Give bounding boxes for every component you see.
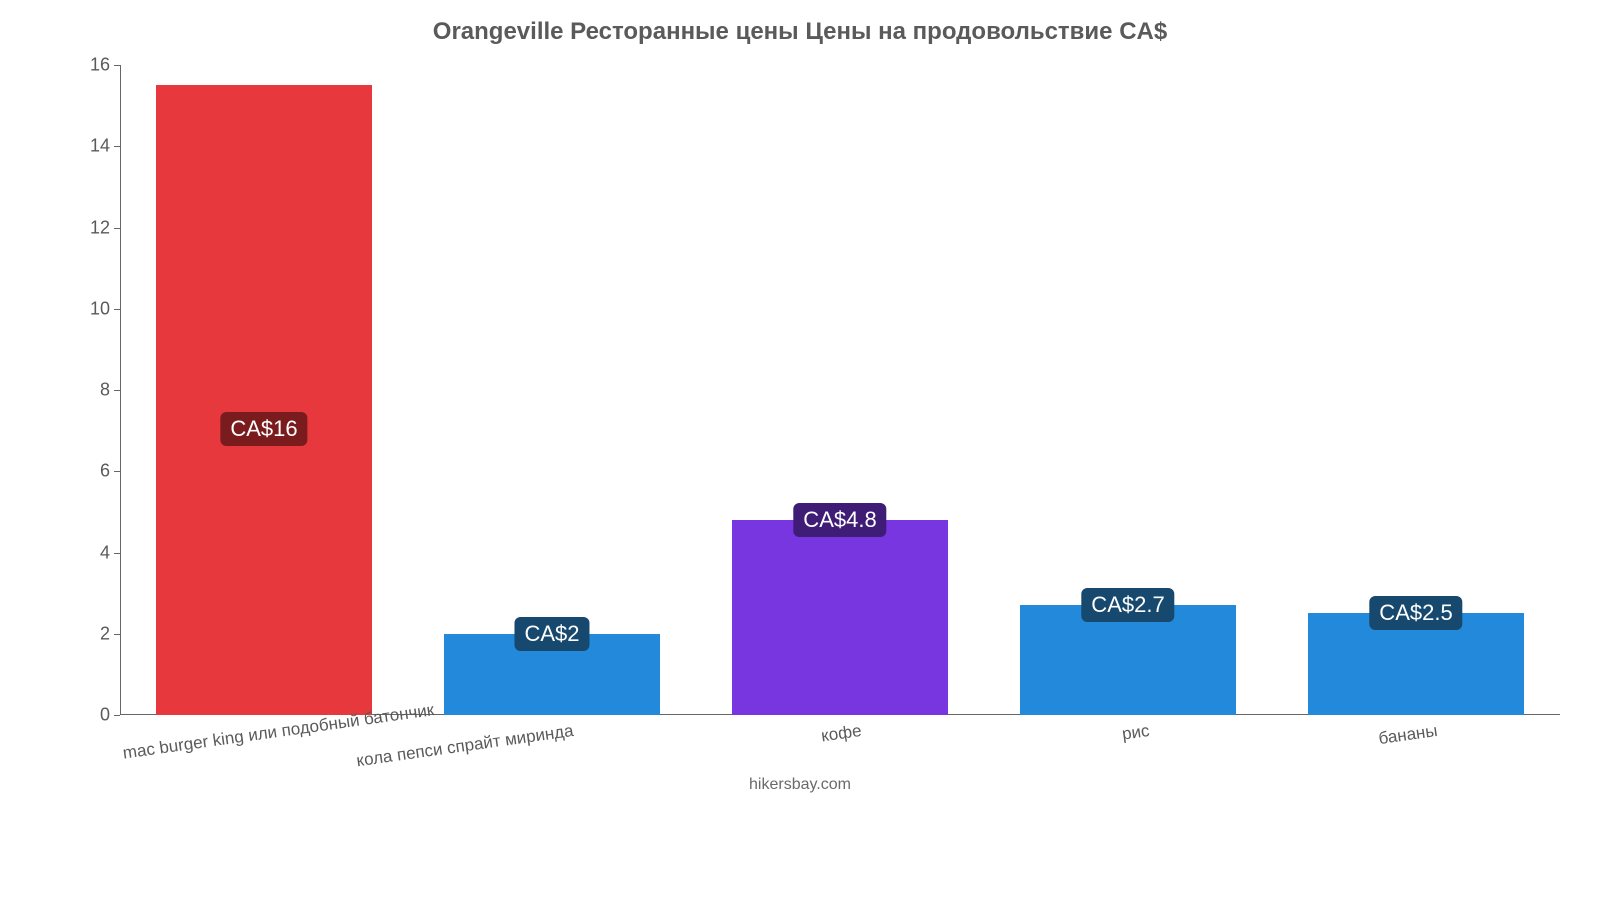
bar xyxy=(156,85,372,715)
value-badge: CA$4.8 xyxy=(793,503,886,537)
y-tick xyxy=(114,65,120,66)
value-badge: CA$16 xyxy=(220,412,307,446)
value-badge: CA$2 xyxy=(514,617,589,651)
y-tick-label: 16 xyxy=(90,55,110,76)
bar xyxy=(732,520,948,715)
y-tick xyxy=(114,553,120,554)
y-tick xyxy=(114,715,120,716)
y-tick xyxy=(114,228,120,229)
y-tick xyxy=(114,634,120,635)
y-tick-label: 14 xyxy=(90,136,110,157)
y-tick-label: 0 xyxy=(100,705,110,726)
value-badge: CA$2.5 xyxy=(1369,596,1462,630)
plot-area: 0246810121416 CA$16CA$2CA$4.8CA$2.7CA$2.… xyxy=(120,65,1560,715)
y-axis xyxy=(120,65,121,715)
chart-container: Orangeville Ресторанные цены Цены на про… xyxy=(0,0,1600,800)
x-tick-label: mac burger king или подобный батончик xyxy=(122,721,287,764)
y-tick-label: 8 xyxy=(100,380,110,401)
value-badge: CA$2.7 xyxy=(1081,588,1174,622)
y-tick xyxy=(114,309,120,310)
attribution-text: hikersbay.com xyxy=(749,776,851,794)
y-tick-label: 6 xyxy=(100,461,110,482)
y-tick-label: 4 xyxy=(100,542,110,563)
y-tick xyxy=(114,390,120,391)
y-tick-label: 2 xyxy=(100,623,110,644)
chart-title: Orangeville Ресторанные цены Цены на про… xyxy=(0,18,1600,46)
y-tick xyxy=(114,471,120,472)
y-tick xyxy=(114,146,120,147)
y-tick-label: 10 xyxy=(90,298,110,319)
y-tick-label: 12 xyxy=(90,217,110,238)
